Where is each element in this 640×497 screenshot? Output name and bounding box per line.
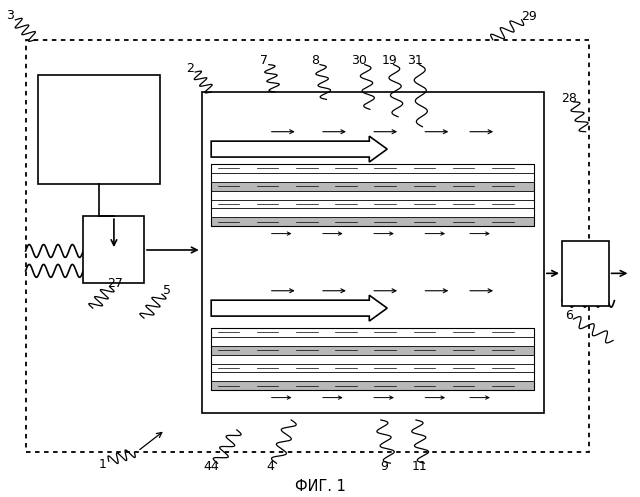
Bar	[211, 346, 534, 355]
Text: ФИГ. 1: ФИГ. 1	[294, 479, 346, 494]
Bar	[211, 164, 534, 173]
Text: 19: 19	[381, 54, 397, 67]
Bar	[211, 199, 534, 208]
Text: 2: 2	[186, 62, 194, 75]
Text: 8: 8	[311, 54, 319, 67]
Text: 7: 7	[260, 54, 268, 67]
Text: 3: 3	[6, 9, 14, 22]
Bar	[211, 164, 534, 226]
Text: 29: 29	[521, 10, 536, 23]
Bar	[211, 381, 534, 390]
Bar	[211, 217, 534, 226]
Bar	[211, 328, 534, 337]
FancyArrow shape	[211, 295, 387, 321]
Text: 27: 27	[108, 277, 123, 290]
Text: 11: 11	[412, 460, 427, 473]
Bar	[38, 75, 160, 184]
Bar	[83, 216, 144, 283]
Text: 44: 44	[204, 460, 219, 473]
Bar	[211, 328, 534, 390]
Text: 9: 9	[381, 460, 388, 473]
Text: 31: 31	[407, 54, 422, 67]
Text: 28: 28	[561, 92, 577, 105]
Text: 4: 4	[266, 460, 274, 473]
Text: 6: 6	[565, 309, 573, 322]
Bar	[562, 241, 609, 306]
Bar	[202, 92, 544, 413]
FancyArrow shape	[211, 136, 387, 162]
Bar	[211, 182, 534, 191]
Bar	[211, 363, 534, 372]
Text: 5: 5	[163, 284, 171, 297]
Text: 30: 30	[351, 54, 367, 67]
Text: 1: 1	[99, 458, 106, 471]
